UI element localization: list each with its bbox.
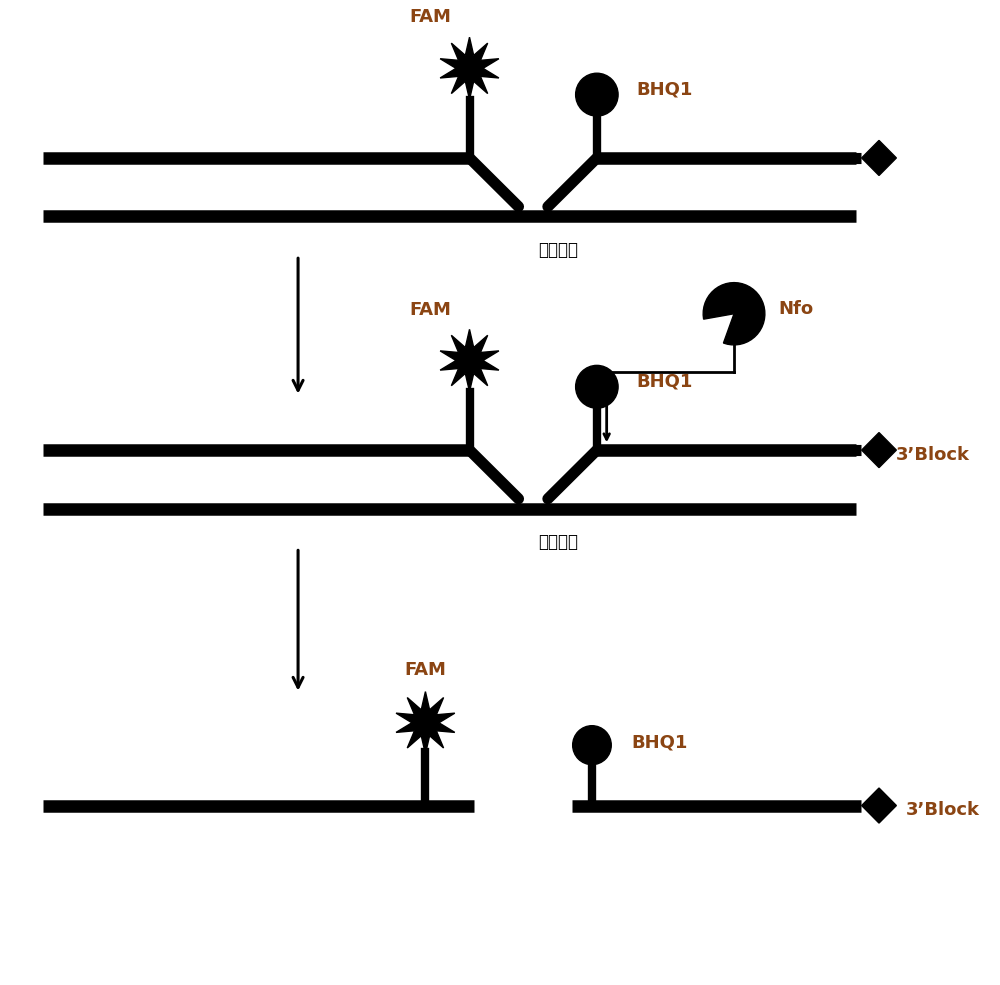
Polygon shape	[703, 283, 765, 345]
Polygon shape	[862, 788, 896, 823]
Text: 3’Block: 3’Block	[896, 446, 970, 464]
Text: FAM: FAM	[409, 9, 451, 27]
Polygon shape	[862, 141, 896, 175]
Polygon shape	[440, 329, 499, 392]
Text: 四氪吠嘎: 四氪吠嘎	[538, 240, 578, 259]
Text: BHQ1: BHQ1	[636, 81, 692, 99]
Text: 3’Block: 3’Block	[905, 802, 979, 820]
Polygon shape	[440, 37, 499, 99]
Ellipse shape	[576, 365, 618, 408]
Polygon shape	[862, 432, 896, 468]
Ellipse shape	[576, 73, 618, 116]
Text: FAM: FAM	[409, 300, 451, 318]
Text: BHQ1: BHQ1	[631, 733, 688, 752]
Text: Nfo: Nfo	[778, 299, 813, 318]
Text: 四氪吠嘎: 四氪吠嘎	[538, 533, 578, 551]
Ellipse shape	[573, 726, 611, 764]
Polygon shape	[396, 691, 455, 754]
Text: BHQ1: BHQ1	[636, 373, 692, 391]
Text: FAM: FAM	[404, 661, 446, 679]
